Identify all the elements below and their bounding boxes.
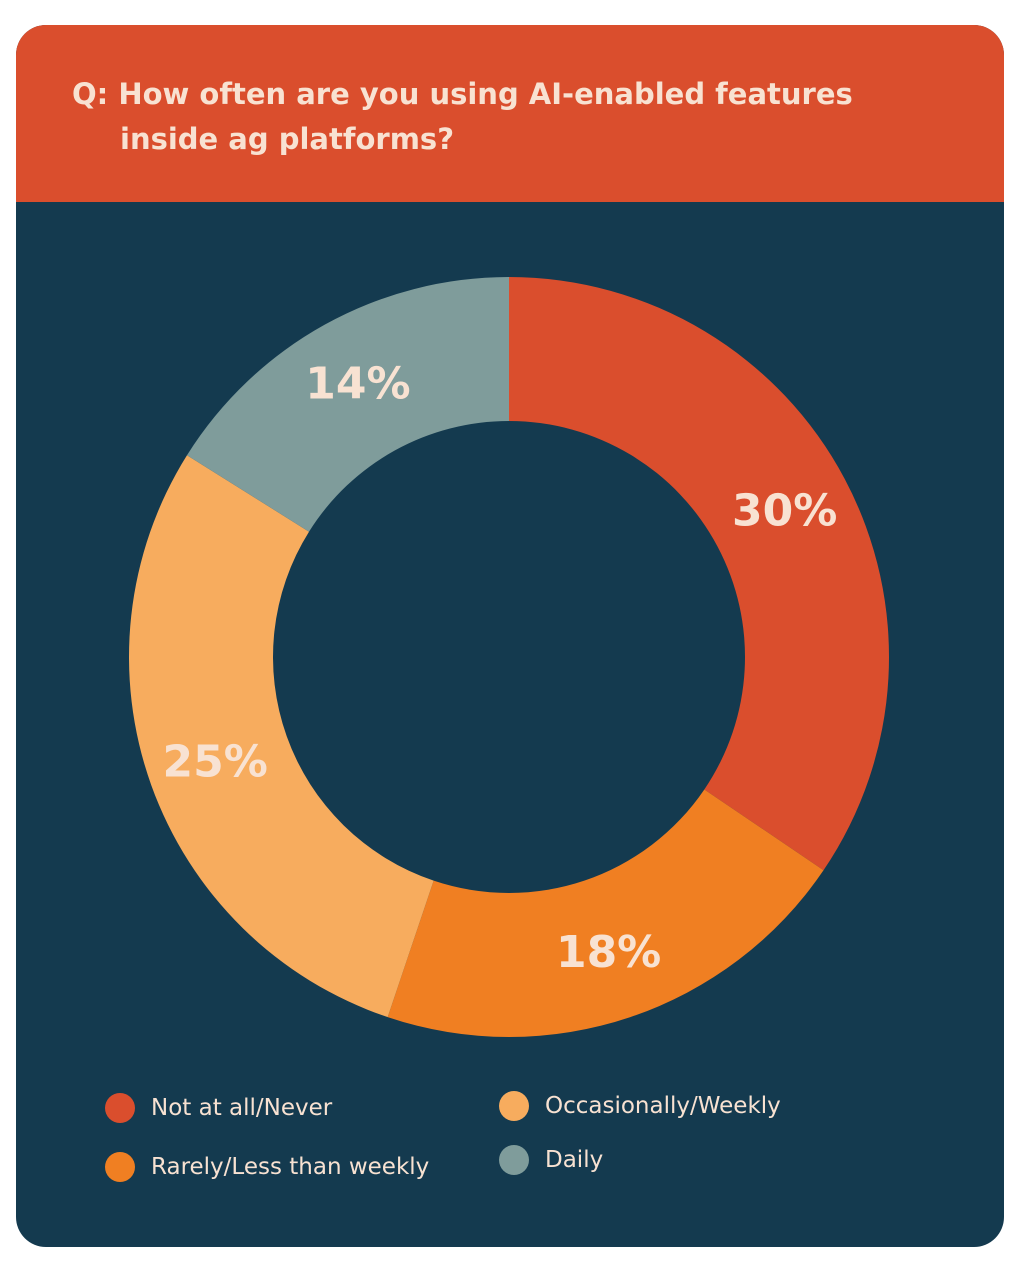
- data-label-rarely-less-than-weekly: 18%: [556, 927, 661, 978]
- legend-swatch: [499, 1145, 529, 1175]
- question-header: Q: How often are you using AI-enabled fe…: [16, 25, 1004, 202]
- data-label-not-at-all-never: 30%: [732, 485, 837, 536]
- slice-not-at-all-never: [509, 277, 889, 871]
- chart-title: Q: How often are you using AI-enabled fe…: [72, 72, 853, 162]
- legend-swatch: [499, 1091, 529, 1121]
- title-line-2: inside ag platforms?: [120, 121, 455, 156]
- legend-label: Daily: [545, 1147, 604, 1173]
- slice-daily: [186, 277, 509, 532]
- data-label-daily: 14%: [305, 359, 410, 410]
- legend-label: Occasionally/Weekly: [545, 1093, 781, 1119]
- slice-rarely-less-than-weekly: [387, 789, 824, 1037]
- chart-card: Q: How often are you using AI-enabled fe…: [16, 25, 1004, 1247]
- legend-item-daily: Daily: [499, 1145, 603, 1175]
- data-label-occasionally-weekly: 25%: [163, 736, 268, 787]
- legend-item-rarely-less-than-weekly: Rarely/Less than weekly: [105, 1152, 429, 1182]
- legend-label: Rarely/Less than weekly: [151, 1154, 430, 1180]
- legend-swatch: [105, 1093, 135, 1123]
- slice-occasionally-weekly: [128, 455, 434, 1018]
- legend-label: Not at all/Never: [151, 1095, 333, 1121]
- title-line-1: Q: How often are you using AI-enabled fe…: [72, 77, 853, 111]
- legend-item-not-at-all-never: Not at all/Never: [105, 1093, 332, 1123]
- legend-item-occasionally-weekly: Occasionally/Weekly: [499, 1091, 781, 1121]
- legend-swatch: [105, 1152, 135, 1182]
- donut-chart: 30% 18% 25% 14%: [128, 277, 889, 1037]
